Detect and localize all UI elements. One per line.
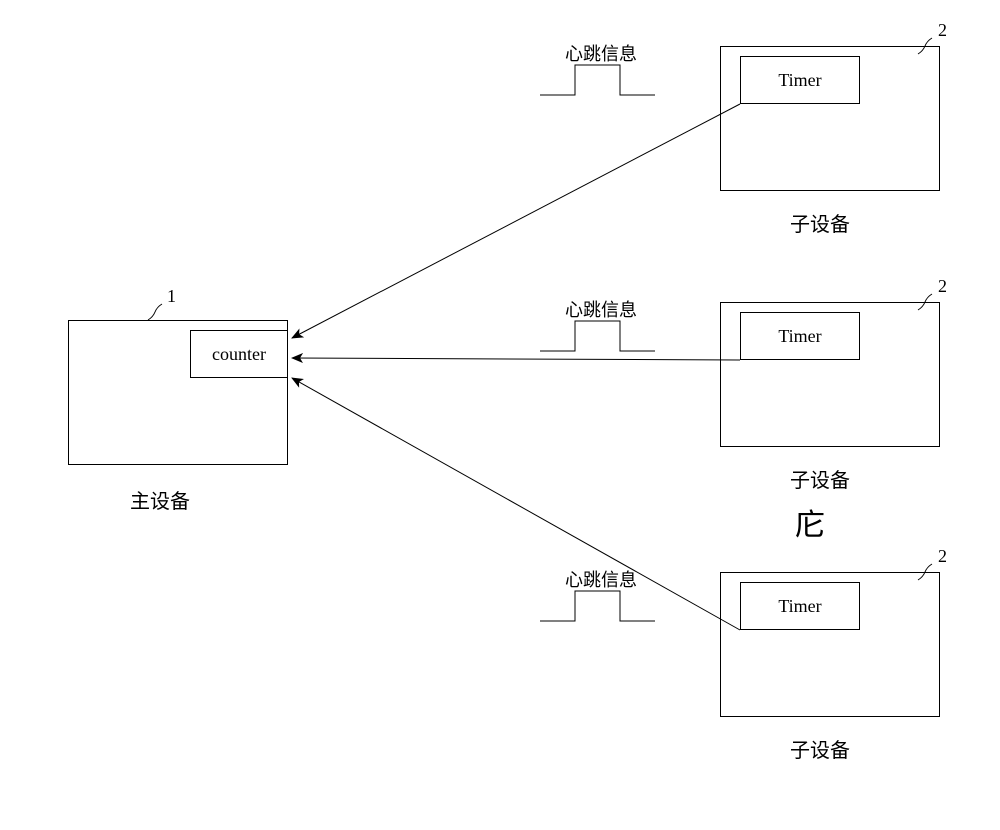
heartbeat-label-3: 心跳信息 <box>565 566 637 592</box>
child-device-label-1: 子设备 <box>790 208 850 237</box>
master-counter-label: counter <box>212 344 266 365</box>
master-ref-number: 1 <box>167 286 176 307</box>
child-timer-label-1: Timer <box>778 70 821 91</box>
master-counter-box: counter <box>190 330 288 378</box>
pulse-wave-1 <box>540 65 655 95</box>
heartbeat-label-2: 心跳信息 <box>565 296 637 322</box>
child-ref-number-2: 2 <box>938 276 947 297</box>
arrow-3 <box>292 378 740 630</box>
master-lead-line <box>148 304 162 320</box>
extra-glyph: 庀 <box>795 500 825 544</box>
arrow-1 <box>292 104 740 338</box>
child-ref-number-1: 2 <box>938 20 947 41</box>
system-diagram: counter 主设备 1 Timer 子设备 2 心跳信息 Timer 子设备… <box>0 0 1000 830</box>
child-device-label-2: 子设备 <box>790 464 850 493</box>
child-ref-number-3: 2 <box>938 546 947 567</box>
child-timer-box-2: Timer <box>740 312 860 360</box>
master-device-label: 主设备 <box>130 485 190 514</box>
child-timer-label-3: Timer <box>778 596 821 617</box>
child-timer-box-3: Timer <box>740 582 860 630</box>
arrow-2 <box>292 358 740 360</box>
pulse-wave-2 <box>540 321 655 351</box>
child-timer-box-1: Timer <box>740 56 860 104</box>
heartbeat-label-1: 心跳信息 <box>565 40 637 66</box>
child-device-label-3: 子设备 <box>790 734 850 763</box>
child-timer-label-2: Timer <box>778 326 821 347</box>
pulse-wave-3 <box>540 591 655 621</box>
